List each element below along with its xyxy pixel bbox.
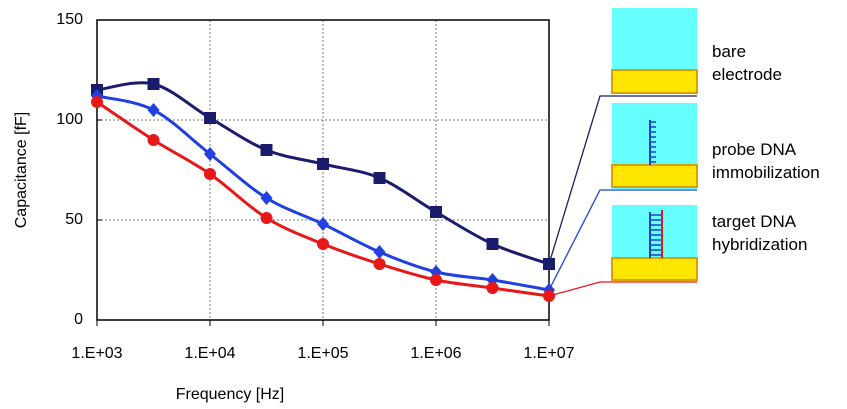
marker [204,112,216,124]
y-tick-label: 0 [74,311,83,328]
y-axis-label: Capacitance [fF] [13,112,30,229]
legend-leader [548,189,697,291]
marker [317,158,329,170]
marker [91,96,103,108]
marker [147,103,160,117]
marker [486,282,499,294]
x-tick-label: 1.E+04 [184,345,235,362]
y-tick-label: 100 [56,111,83,128]
marker [260,212,273,224]
x-tick-label: 1.E+06 [410,345,461,362]
marker [317,217,329,231]
legend-label: bare electrode [712,42,782,84]
plot-frame [96,19,550,321]
x-tick-label: 1.E+03 [71,345,122,362]
marker [147,134,160,146]
marker [373,172,386,184]
x-tick-label: 1.E+07 [523,345,574,362]
marker [204,168,216,180]
x-axis-label: Frequency [Hz] [176,386,284,403]
legend-label: target DNA hybridization [712,212,808,254]
legend-leader [548,95,697,265]
marker [147,78,160,90]
x-tick-label: 1.E+05 [297,345,348,362]
marker [204,147,216,161]
series-line [96,100,550,298]
marker [430,206,442,218]
legend-label: probe DNA immobilization [712,140,820,182]
marker [373,258,386,270]
legend-leader [548,281,697,297]
marker [373,245,386,259]
marker [486,238,499,250]
icon-target [611,205,698,281]
y-tick-label: 50 [65,211,83,228]
marker [260,191,273,205]
marker [317,238,329,250]
icon-bare [611,8,698,94]
icon-probe [611,103,698,189]
marker [430,274,442,286]
y-tick-label: 150 [56,11,83,28]
marker [260,144,273,156]
